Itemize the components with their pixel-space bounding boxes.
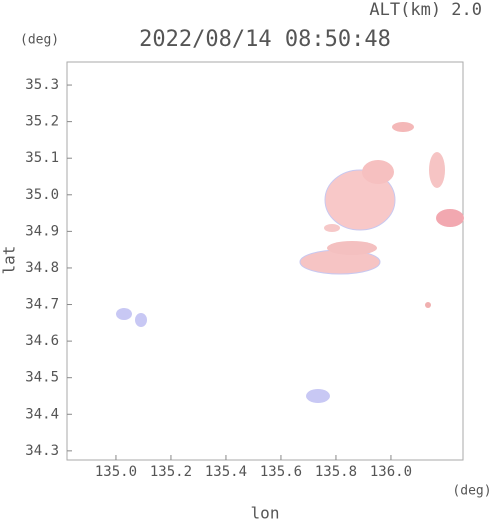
x-tick-label: 136.0 bbox=[370, 464, 412, 480]
y-tick-label: 34.6 bbox=[25, 333, 59, 349]
x-axis-label: lon bbox=[251, 504, 280, 521]
x-tick-label: 135.6 bbox=[260, 464, 302, 480]
echo bbox=[362, 160, 394, 184]
echo bbox=[135, 313, 147, 327]
y-tick-label: 35.1 bbox=[25, 150, 59, 166]
y-tick-label: 34.9 bbox=[25, 223, 59, 239]
y-tick-label: 34.4 bbox=[25, 406, 59, 422]
y-tick-label: 35.3 bbox=[25, 77, 59, 93]
echo bbox=[116, 308, 132, 320]
echo bbox=[392, 122, 414, 132]
plot-frame bbox=[66, 61, 464, 461]
y-tick-label: 34.5 bbox=[25, 370, 59, 386]
x-tick-label: 135.0 bbox=[95, 464, 137, 480]
y-tick-label: 34.7 bbox=[25, 297, 59, 313]
x-tick-label: 135.8 bbox=[315, 464, 357, 480]
altitude-label: ALT(km) 2.0 bbox=[369, 0, 482, 20]
echo bbox=[425, 302, 431, 308]
y-unit: (deg) bbox=[20, 33, 59, 48]
echo-areas bbox=[116, 122, 464, 403]
x-tick-label: 135.2 bbox=[150, 464, 192, 480]
x-unit: (deg) bbox=[452, 484, 491, 499]
echo bbox=[324, 224, 340, 232]
echo bbox=[324, 169, 396, 231]
y-tick-label: 34.8 bbox=[25, 260, 59, 276]
y-tick-label: 35.0 bbox=[25, 187, 59, 203]
echo bbox=[436, 209, 464, 227]
echo bbox=[327, 241, 377, 255]
echo bbox=[429, 152, 445, 188]
y-tick-label: 34.3 bbox=[25, 443, 59, 459]
echo bbox=[306, 389, 330, 403]
y-tick-label: 35.2 bbox=[25, 114, 59, 130]
x-tick-label: 135.4 bbox=[205, 464, 247, 480]
y-axis-label: lat bbox=[0, 246, 19, 275]
chart-title: 2022/08/14 08:50:48 bbox=[139, 27, 391, 52]
